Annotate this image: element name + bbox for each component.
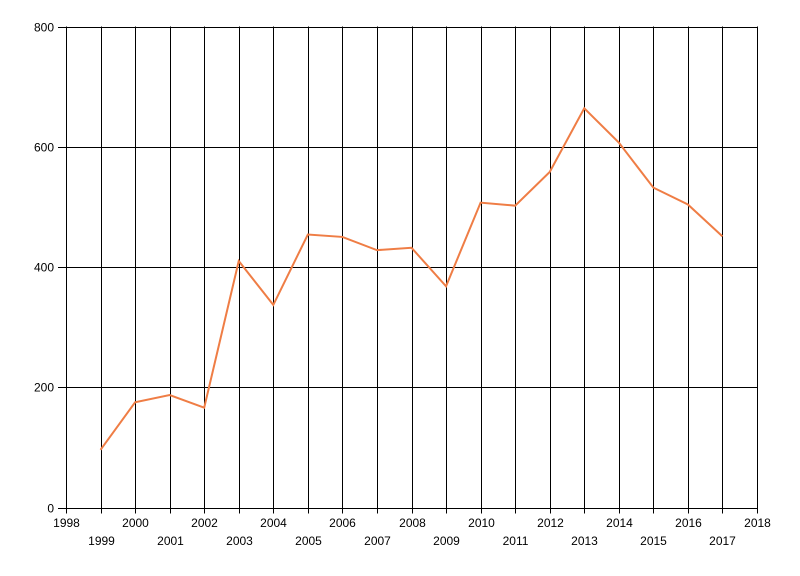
x-tick-label: 2005 [295,534,322,548]
x-axis-tick-labels: 1998 1999 2000 2001 2002 2003 2004 2005 2006 2007… [53,516,771,548]
grid-lines [66,26,758,509]
x-tick-label: 1999 [88,534,115,548]
x-tick-label: 2017 [709,534,736,548]
x-tick-label: 2004 [260,516,287,530]
y-tick-label: 200 [34,381,54,395]
x-tick-label: 2001 [157,534,184,548]
x-tick-label: 2018 [744,516,771,530]
x-tick-label: 2014 [606,516,633,530]
y-tick-label: 400 [34,261,54,275]
x-tick-label: 2013 [571,534,598,548]
x-tick-label: 2010 [468,516,495,530]
data-line-series [99,106,724,451]
x-tick-label: 2006 [329,516,356,530]
x-tick-label: 1998 [53,516,80,530]
y-tick-label: 600 [34,141,54,155]
x-tick-label: 2012 [537,516,564,530]
y-axis-tick-labels: 0 200 400 600 800 [34,21,54,516]
x-tick-label: 2009 [433,534,460,548]
x-tick-label: 2007 [364,534,391,548]
x-tick-label: 2015 [640,534,667,548]
x-tick-label: 2016 [675,516,702,530]
x-tick-label: 2002 [191,516,218,530]
x-tick-label: 2008 [399,516,426,530]
x-tick-label: 2003 [226,534,253,548]
x-tick-label: 2011 [503,534,529,548]
x-tick-label: 2000 [122,516,149,530]
y-tick-label: 800 [34,21,54,35]
y-tick-label: 0 [47,502,54,516]
axis-ticks [58,27,758,514]
